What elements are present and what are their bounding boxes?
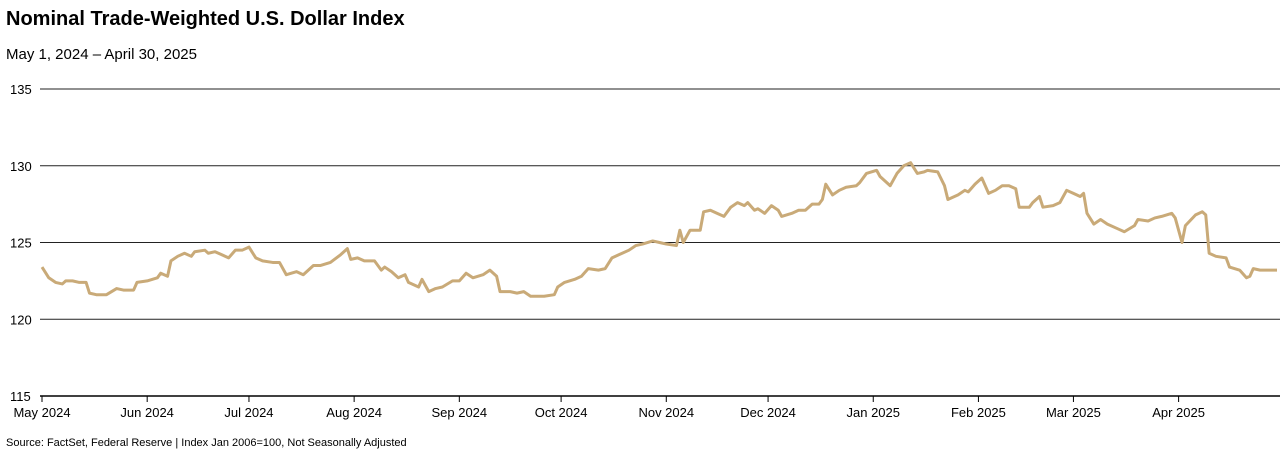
x-tick-label: Aug 2024 [326, 405, 382, 420]
x-tick-label: Dec 2024 [740, 405, 796, 420]
y-tick-label: 125 [10, 236, 32, 251]
x-tick-label: Feb 2025 [951, 405, 1006, 420]
data-line [40, 161, 1277, 298]
y-tick-label: 130 [10, 159, 32, 174]
source-note: Source: FactSet, Federal Reserve | Index… [6, 437, 407, 449]
chart-title: Nominal Trade-Weighted U.S. Dollar Index [6, 8, 405, 30]
x-tick-label: Nov 2024 [638, 405, 694, 420]
x-tick-label: Oct 2024 [535, 405, 588, 420]
x-tick-label: Apr 2025 [1152, 405, 1205, 420]
x-tick-label: Sep 2024 [431, 405, 487, 420]
y-tick-label: 135 [10, 82, 32, 97]
y-tick-label: 120 [10, 312, 32, 327]
chart-subtitle: May 1, 2024 – April 30, 2025 [6, 46, 197, 63]
x-tick-label: Mar 2025 [1046, 405, 1101, 420]
y-tick-label: 115 [10, 389, 31, 404]
x-tick-label: Jan 2025 [847, 405, 901, 420]
x-tick-label: May 2024 [13, 405, 70, 420]
x-tick-label: Jun 2024 [120, 405, 174, 420]
x-tick-label: Jul 2024 [224, 405, 273, 420]
